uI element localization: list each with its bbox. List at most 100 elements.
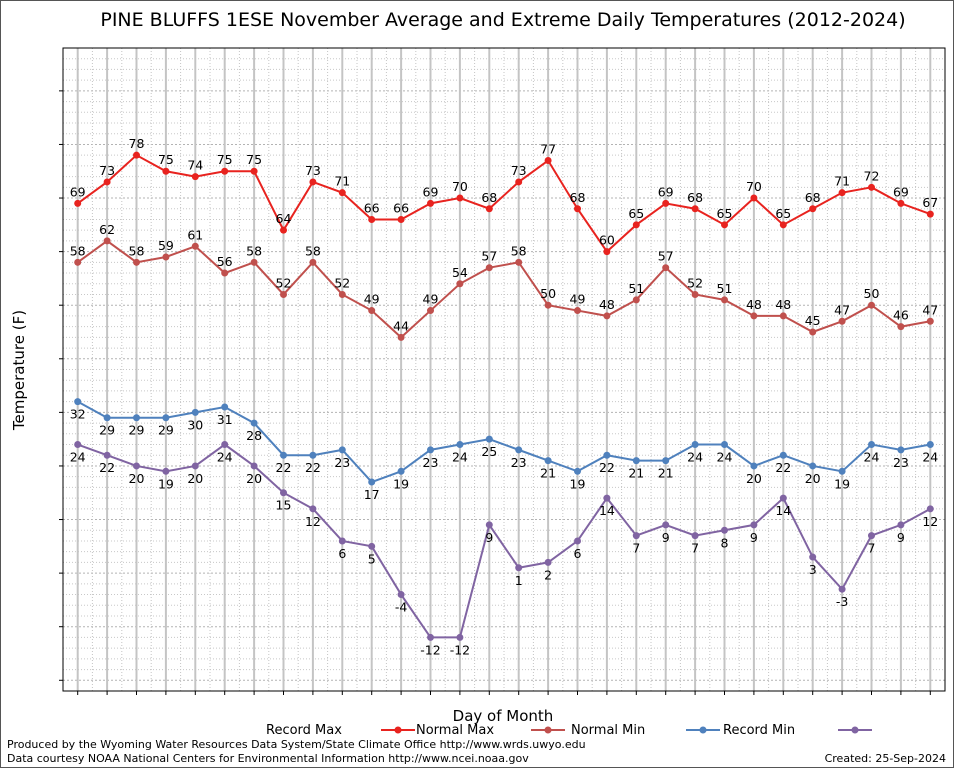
series-record-min <box>74 441 934 641</box>
record-min-point <box>368 542 376 550</box>
normal-min-value-label: 20 <box>746 471 762 486</box>
normal-max-point <box>809 328 817 336</box>
record-max-value-label: 69 <box>658 184 674 199</box>
normal-min-value-label: 28 <box>246 428 262 443</box>
series-record-max <box>74 151 934 256</box>
record-min-value-label: 9 <box>662 530 670 545</box>
normal-min-point <box>397 467 405 475</box>
record-max-value-label: 69 <box>70 184 86 199</box>
x-axis-ticks <box>77 691 931 695</box>
normal-max-value-label: 48 <box>746 297 762 312</box>
record-max-point <box>662 199 670 207</box>
record-max-value-label: 75 <box>158 152 174 167</box>
record-max-point <box>691 205 699 213</box>
record-max-value-label: 65 <box>628 206 644 221</box>
normal-max-value-label: 57 <box>658 249 674 264</box>
normal-min-point <box>485 435 493 443</box>
normal-max-point <box>133 258 140 266</box>
normal-max-point <box>309 258 317 266</box>
record-max-point <box>427 199 434 207</box>
normal-min-point <box>691 441 699 449</box>
normal-max-point <box>750 312 758 320</box>
legend-item-normal-max: Normal Max <box>416 723 565 738</box>
normal-max-value-label: 52 <box>687 275 703 290</box>
record-max-value-label: 77 <box>540 142 556 157</box>
normal-max-point <box>485 264 493 272</box>
record-max-value-label: 68 <box>481 190 497 205</box>
normal-max-point <box>662 264 670 272</box>
legend-label: Normal Min <box>571 723 645 738</box>
normal-max-point <box>926 317 934 325</box>
credit-line-2: Data courtesy NOAA National Centers for … <box>7 752 529 765</box>
normal-min-value-label: 24 <box>922 450 938 465</box>
record-min-point <box>397 591 405 599</box>
normal-max-point <box>368 307 376 315</box>
record-min-point <box>162 467 170 475</box>
record-max-value-label: 73 <box>511 163 527 178</box>
record-max-point <box>162 167 170 175</box>
normal-min-value-label: 31 <box>217 412 233 427</box>
legend-label: Record Min <box>723 723 795 738</box>
record-min-value-label: 12 <box>922 514 938 529</box>
record-max-point <box>250 167 258 175</box>
normal-min-point <box>338 446 346 454</box>
record-min-point <box>485 521 493 529</box>
record-max-value-label: 73 <box>99 163 115 178</box>
normal-min-value-label: 21 <box>628 466 644 481</box>
normal-max-value-label: 57 <box>481 249 497 264</box>
normal-min-point <box>662 457 670 465</box>
normal-min-point <box>632 457 640 465</box>
record-min-value-label: 20 <box>246 471 262 486</box>
normal-max-value-label: 52 <box>334 275 350 290</box>
record-max-value-label: 68 <box>570 190 586 205</box>
legend-label: Record Max <box>266 723 342 738</box>
normal-max-value-label: 47 <box>834 302 850 317</box>
normal-min-value-label: 17 <box>364 487 380 502</box>
record-min-value-label: 20 <box>187 471 203 486</box>
legend-item-record-min: Record Min <box>723 723 872 738</box>
normal-min-value-label: 22 <box>775 460 791 475</box>
normal-min-point <box>221 403 229 411</box>
record-max-point <box>868 183 875 191</box>
record-max-point <box>74 199 82 207</box>
normal-min-point <box>74 398 82 406</box>
record-min-point <box>809 553 817 561</box>
normal-max-point <box>868 301 875 309</box>
normal-min-point <box>515 446 523 454</box>
normal-min-value-label: 23 <box>334 455 350 470</box>
y-axis-label: Temperature (F) <box>10 310 28 431</box>
record-min-point <box>691 532 699 540</box>
legend-marker-swatch <box>851 726 859 734</box>
record-max-line <box>77 153 931 254</box>
record-min-line <box>77 443 931 639</box>
normal-min-point <box>456 441 464 449</box>
record-min-value-label: 14 <box>599 503 615 518</box>
record-max-value-label: 73 <box>305 163 321 178</box>
normal-max-point <box>603 312 611 320</box>
normal-max-line <box>77 239 931 339</box>
normal-min-value-label: 19 <box>393 476 409 491</box>
record-max-point <box>485 205 493 213</box>
record-max-value-label: 66 <box>364 200 380 215</box>
normal-min-value-label: 29 <box>158 423 174 438</box>
record-max-value-label: 75 <box>246 152 262 167</box>
record-max-point <box>221 167 229 175</box>
normal-max-value-label: 58 <box>129 243 145 258</box>
normal-max-value-label: 58 <box>305 243 321 258</box>
normal-max-point <box>632 296 640 304</box>
record-min-point <box>74 441 82 449</box>
normal-min-point <box>603 451 611 459</box>
record-min-value-label: 6 <box>574 546 582 561</box>
record-max-value-label: 68 <box>687 190 703 205</box>
normal-max-point <box>397 333 405 341</box>
normal-max-point <box>456 280 464 288</box>
normal-min-point <box>250 419 258 427</box>
grid <box>63 47 946 692</box>
normal-max-value-label: 56 <box>217 254 233 269</box>
record-min-point <box>779 494 787 502</box>
normal-max-point <box>250 258 258 266</box>
legend-label: Normal Max <box>416 723 494 738</box>
